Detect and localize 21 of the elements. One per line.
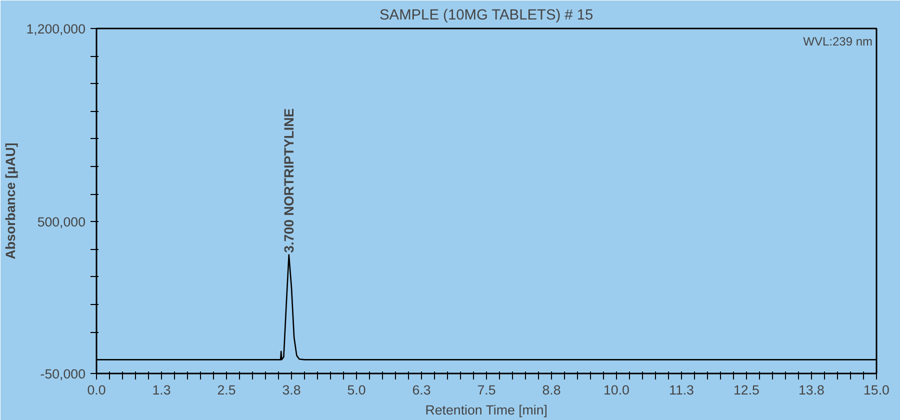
x-tick-label: 13.8	[798, 382, 824, 398]
x-tick-label: 2.5	[217, 382, 236, 398]
chart-title: SAMPLE (10MG TABLETS) # 15	[380, 8, 594, 24]
y-tick-label: -50,000	[40, 366, 86, 382]
x-tick-label: 1.3	[152, 382, 171, 398]
y-tick-label: 1,200,000	[26, 22, 86, 36]
x-tick-label: 12.5	[734, 382, 760, 398]
x-tick-label: 3.8	[282, 382, 301, 398]
annotation: 3.700 NORTRIPTYLINE	[281, 108, 296, 253]
x-tick-label: 15.0	[864, 382, 890, 398]
x-tick-label: 7.5	[477, 382, 496, 398]
x-tick-label: 11.3	[669, 382, 694, 398]
x-tick-label: 5.0	[347, 382, 366, 398]
y-tick-label: 500,000	[37, 214, 86, 230]
y-axis-title: Absorbance [µAU]	[3, 142, 18, 260]
x-tick-label: 0.0	[87, 382, 106, 398]
x-axis-title: Retention Time [min]	[425, 402, 548, 418]
x-tick-label: 6.3	[412, 382, 431, 398]
annotation: WVL:239 nm	[803, 34, 873, 48]
x-tick-label: 10.0	[604, 382, 630, 398]
x-tick-label: 8.8	[542, 382, 561, 398]
